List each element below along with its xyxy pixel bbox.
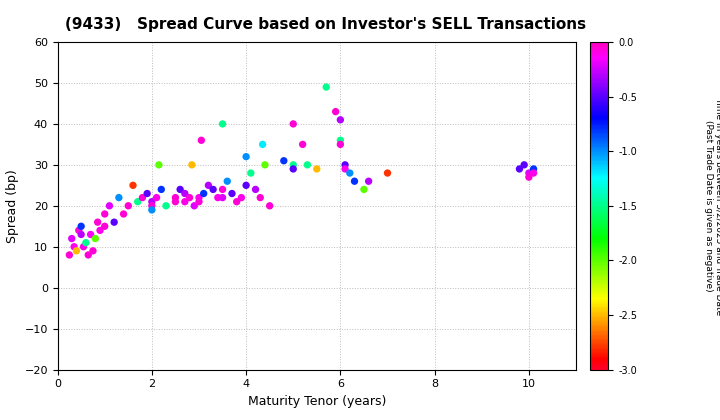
- Point: [339, 165, 351, 172]
- Point: [186, 161, 198, 168]
- Point: [132, 198, 143, 205]
- Point: [264, 202, 276, 209]
- Point: [335, 141, 346, 148]
- Point: [226, 190, 238, 197]
- Point: [141, 190, 153, 197]
- Point: [335, 137, 346, 144]
- Point: [254, 194, 266, 201]
- Point: [99, 210, 110, 217]
- Point: [245, 170, 256, 176]
- Point: [212, 194, 224, 201]
- Point: [217, 121, 228, 127]
- Point: [528, 165, 539, 172]
- Point: [231, 198, 243, 205]
- Point: [207, 186, 219, 193]
- Point: [156, 186, 167, 193]
- Point: [179, 198, 191, 205]
- Point: [146, 198, 158, 205]
- Point: [83, 252, 94, 258]
- Point: [335, 116, 346, 123]
- Point: [137, 194, 148, 201]
- Point: [311, 165, 323, 172]
- Point: [259, 161, 271, 168]
- Point: [78, 243, 89, 250]
- Point: [193, 198, 204, 205]
- Point: [63, 252, 75, 258]
- Text: (9433)   Spread Curve based on Investor's SELL Transactions: (9433) Spread Curve based on Investor's …: [65, 17, 586, 32]
- Point: [518, 161, 530, 168]
- Point: [235, 194, 247, 201]
- Point: [76, 231, 87, 238]
- Point: [339, 161, 351, 168]
- Point: [174, 186, 186, 193]
- Point: [89, 235, 101, 242]
- Point: [94, 227, 106, 234]
- Point: [146, 207, 158, 213]
- Point: [222, 178, 233, 184]
- Point: [193, 194, 204, 201]
- Point: [170, 194, 181, 201]
- Point: [161, 202, 172, 209]
- Point: [170, 198, 181, 205]
- X-axis label: Maturity Tenor (years): Maturity Tenor (years): [248, 395, 386, 408]
- Point: [104, 202, 115, 209]
- Point: [528, 170, 539, 176]
- Point: [250, 186, 261, 193]
- Point: [146, 202, 158, 209]
- Point: [71, 247, 82, 254]
- Point: [87, 247, 99, 254]
- Point: [76, 223, 87, 230]
- Y-axis label: Time in years between 5/2/2025 and Trade Date
(Past Trade Date is given as negat: Time in years between 5/2/2025 and Trade…: [704, 97, 720, 315]
- Point: [358, 186, 369, 193]
- Point: [348, 178, 360, 184]
- Point: [513, 165, 525, 172]
- Point: [80, 239, 91, 246]
- Point: [363, 178, 374, 184]
- Point: [320, 84, 332, 90]
- Point: [344, 170, 356, 176]
- Point: [278, 158, 289, 164]
- Point: [109, 219, 120, 226]
- Point: [198, 190, 210, 197]
- Point: [66, 235, 78, 242]
- Point: [523, 174, 535, 181]
- Point: [217, 186, 228, 193]
- Y-axis label: Spread (bp): Spread (bp): [6, 169, 19, 243]
- Point: [150, 194, 162, 201]
- Point: [523, 170, 535, 176]
- Point: [118, 210, 130, 217]
- Point: [68, 243, 80, 250]
- Point: [302, 161, 313, 168]
- Point: [382, 170, 393, 176]
- Point: [217, 194, 228, 201]
- Point: [257, 141, 269, 148]
- Point: [153, 161, 165, 168]
- Point: [189, 202, 200, 209]
- Point: [92, 219, 104, 226]
- Point: [127, 182, 139, 189]
- Point: [287, 165, 299, 172]
- Point: [196, 137, 207, 144]
- Point: [179, 190, 191, 197]
- Point: [240, 182, 252, 189]
- Point: [113, 194, 125, 201]
- Point: [240, 153, 252, 160]
- Point: [122, 202, 134, 209]
- Point: [330, 108, 341, 115]
- Point: [184, 194, 195, 201]
- Point: [99, 223, 110, 230]
- Point: [287, 121, 299, 127]
- Point: [73, 227, 84, 234]
- Point: [287, 161, 299, 168]
- Point: [85, 231, 96, 238]
- Point: [202, 182, 214, 189]
- Point: [297, 141, 308, 148]
